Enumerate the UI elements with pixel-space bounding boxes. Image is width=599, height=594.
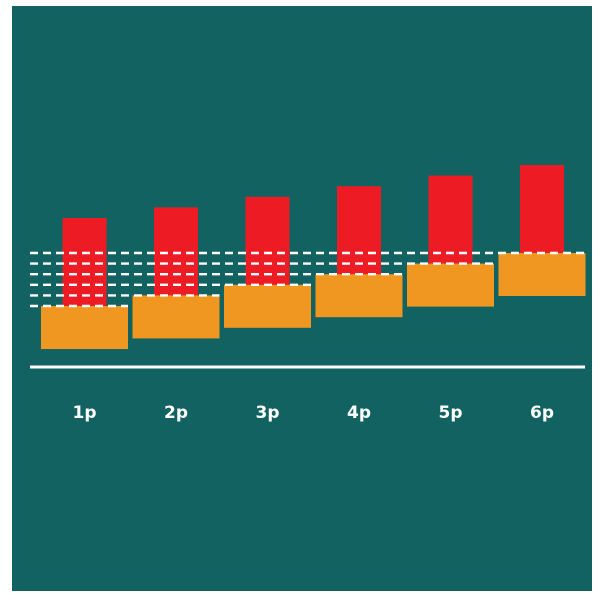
column-label-4p: 4p xyxy=(347,403,371,423)
lower-block-1p xyxy=(41,306,128,349)
lower-block-4p xyxy=(315,274,403,318)
upper-bar-4p xyxy=(337,186,381,277)
column-label-5p: 5p xyxy=(439,403,463,423)
column-label-3p: 3p xyxy=(256,403,280,423)
lower-block-5p xyxy=(407,263,494,307)
upper-bar-6p xyxy=(520,165,564,255)
column-label-2p: 2p xyxy=(164,403,188,423)
column-label-6p: 6p xyxy=(530,403,554,423)
lower-block-2p xyxy=(132,295,220,339)
lower-block-3p xyxy=(224,284,311,328)
lower-block-6p xyxy=(498,253,586,296)
column-label-1p: 1p xyxy=(73,403,97,423)
upper-bar-5p xyxy=(428,175,473,266)
upper-bar-3p xyxy=(245,196,290,287)
